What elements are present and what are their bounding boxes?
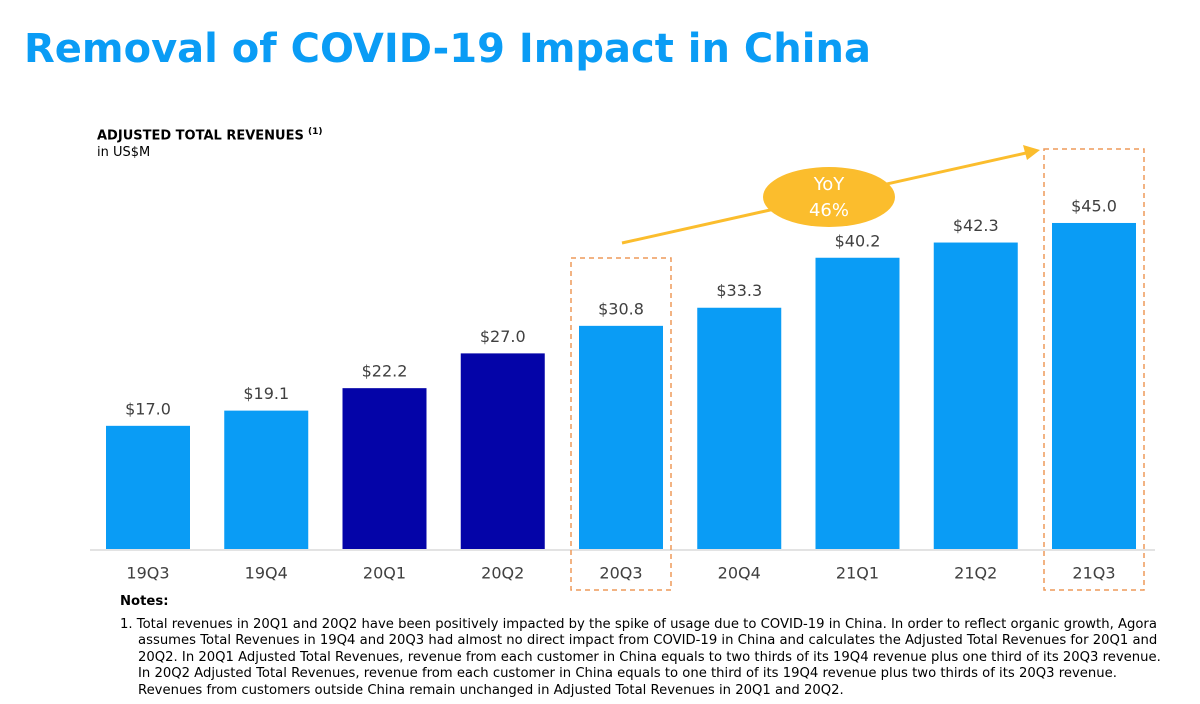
x-tick-label: 19Q4 <box>245 564 288 583</box>
bar <box>815 257 900 549</box>
value-label: $33.3 <box>716 281 762 300</box>
yoy-value: 46% <box>809 200 849 221</box>
x-tick-label: 21Q1 <box>836 564 879 583</box>
value-label: $27.0 <box>480 327 526 346</box>
value-label: $17.0 <box>125 399 171 418</box>
subtitle-footnote: (1) <box>307 127 323 137</box>
slide-title: Removal of COVID-19 Impact in China <box>24 26 871 72</box>
x-tick-label: 20Q4 <box>718 564 761 583</box>
notes-heading: Notes: <box>120 594 169 609</box>
x-tick-label: 19Q3 <box>126 564 169 583</box>
x-tick-label: 21Q3 <box>1072 564 1115 583</box>
subtitle: ADJUSTED TOTAL REVENUES <box>97 128 304 144</box>
note: 1. Total revenues in 20Q1 and 20Q2 have … <box>120 616 1161 698</box>
value-label: $19.1 <box>243 384 289 403</box>
yoy-bubble <box>763 167 895 227</box>
value-label: $22.2 <box>362 362 408 381</box>
value-label: $30.8 <box>598 299 644 318</box>
notes: Notes: 1. Total revenues in 20Q1 and 20Q… <box>120 594 1170 699</box>
x-tick-label: 20Q2 <box>481 564 524 583</box>
bar <box>697 307 782 549</box>
x-tick-label: 20Q1 <box>363 564 406 583</box>
bar <box>342 388 427 549</box>
bar <box>579 325 663 549</box>
arrow-head <box>1023 145 1040 160</box>
bar <box>1052 222 1136 549</box>
bar <box>106 425 190 549</box>
highlight-box <box>570 257 672 591</box>
unit-label: in US$M <box>97 145 151 161</box>
chart-subtitle: ADJUSTED TOTAL REVENUES (1) in US$M <box>97 124 322 161</box>
bar <box>933 242 1018 549</box>
value-label: $40.2 <box>835 231 881 250</box>
x-tick-label: 20Q3 <box>599 564 642 583</box>
bar <box>460 353 545 549</box>
x-tick-label: 21Q2 <box>954 564 997 583</box>
yoy-label: YoY <box>813 174 846 195</box>
bar <box>224 410 309 549</box>
value-label: $45.0 <box>1071 196 1117 215</box>
highlight-box <box>1043 148 1145 591</box>
value-label: $42.3 <box>953 216 999 235</box>
